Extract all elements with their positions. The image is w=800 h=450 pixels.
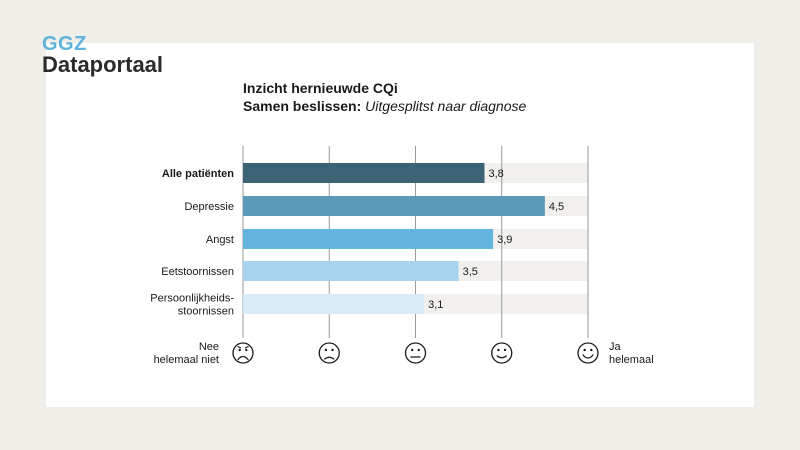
data-label: 3,5	[463, 266, 478, 278]
very-sad-face-icon	[232, 342, 254, 364]
chart-title: Inzicht hernieuwde CQi	[243, 80, 398, 96]
category-label: Angst	[206, 234, 234, 246]
category-label: Eetstoornissen	[161, 266, 234, 278]
bar	[243, 196, 545, 216]
subtitle-italic: Uitgesplitst naar diagnose	[365, 98, 527, 114]
smiley-face-icon	[491, 342, 513, 364]
bar	[243, 294, 425, 314]
category-label: Depressie	[184, 201, 234, 213]
category-label: Alle patiënten	[162, 168, 234, 180]
subtitle-bold: Samen beslissen:	[243, 98, 362, 114]
logo-dataportaal: Dataportaal	[42, 52, 164, 77]
bar	[243, 261, 459, 281]
logo-ggz: GGZ	[42, 33, 87, 55]
chart-panel	[46, 43, 754, 407]
data-label: 3,9	[497, 234, 512, 246]
category-label: Persoonlijkheids-stoornissen	[150, 293, 234, 318]
scale-left-label: Nee helemaal niet	[154, 341, 219, 366]
neutral-face-icon	[404, 342, 427, 364]
sad-face-icon	[318, 342, 340, 364]
bar	[243, 229, 494, 249]
data-label: 3,8	[489, 168, 504, 180]
scale-right-label: Ja helemaal	[609, 341, 654, 366]
data-label: 4,5	[549, 201, 564, 213]
chart-subtitle: Samen beslissen: Uitgesplitst naar diagn…	[243, 97, 526, 115]
happy-face-icon	[577, 342, 599, 364]
bar	[243, 163, 485, 183]
data-label: 3,1	[428, 299, 443, 311]
ggz-dataportaal-logo: GGZ Dataportaal	[42, 34, 163, 76]
chart-title-block: Inzicht hernieuwde CQi Samen beslissen: …	[243, 79, 526, 115]
